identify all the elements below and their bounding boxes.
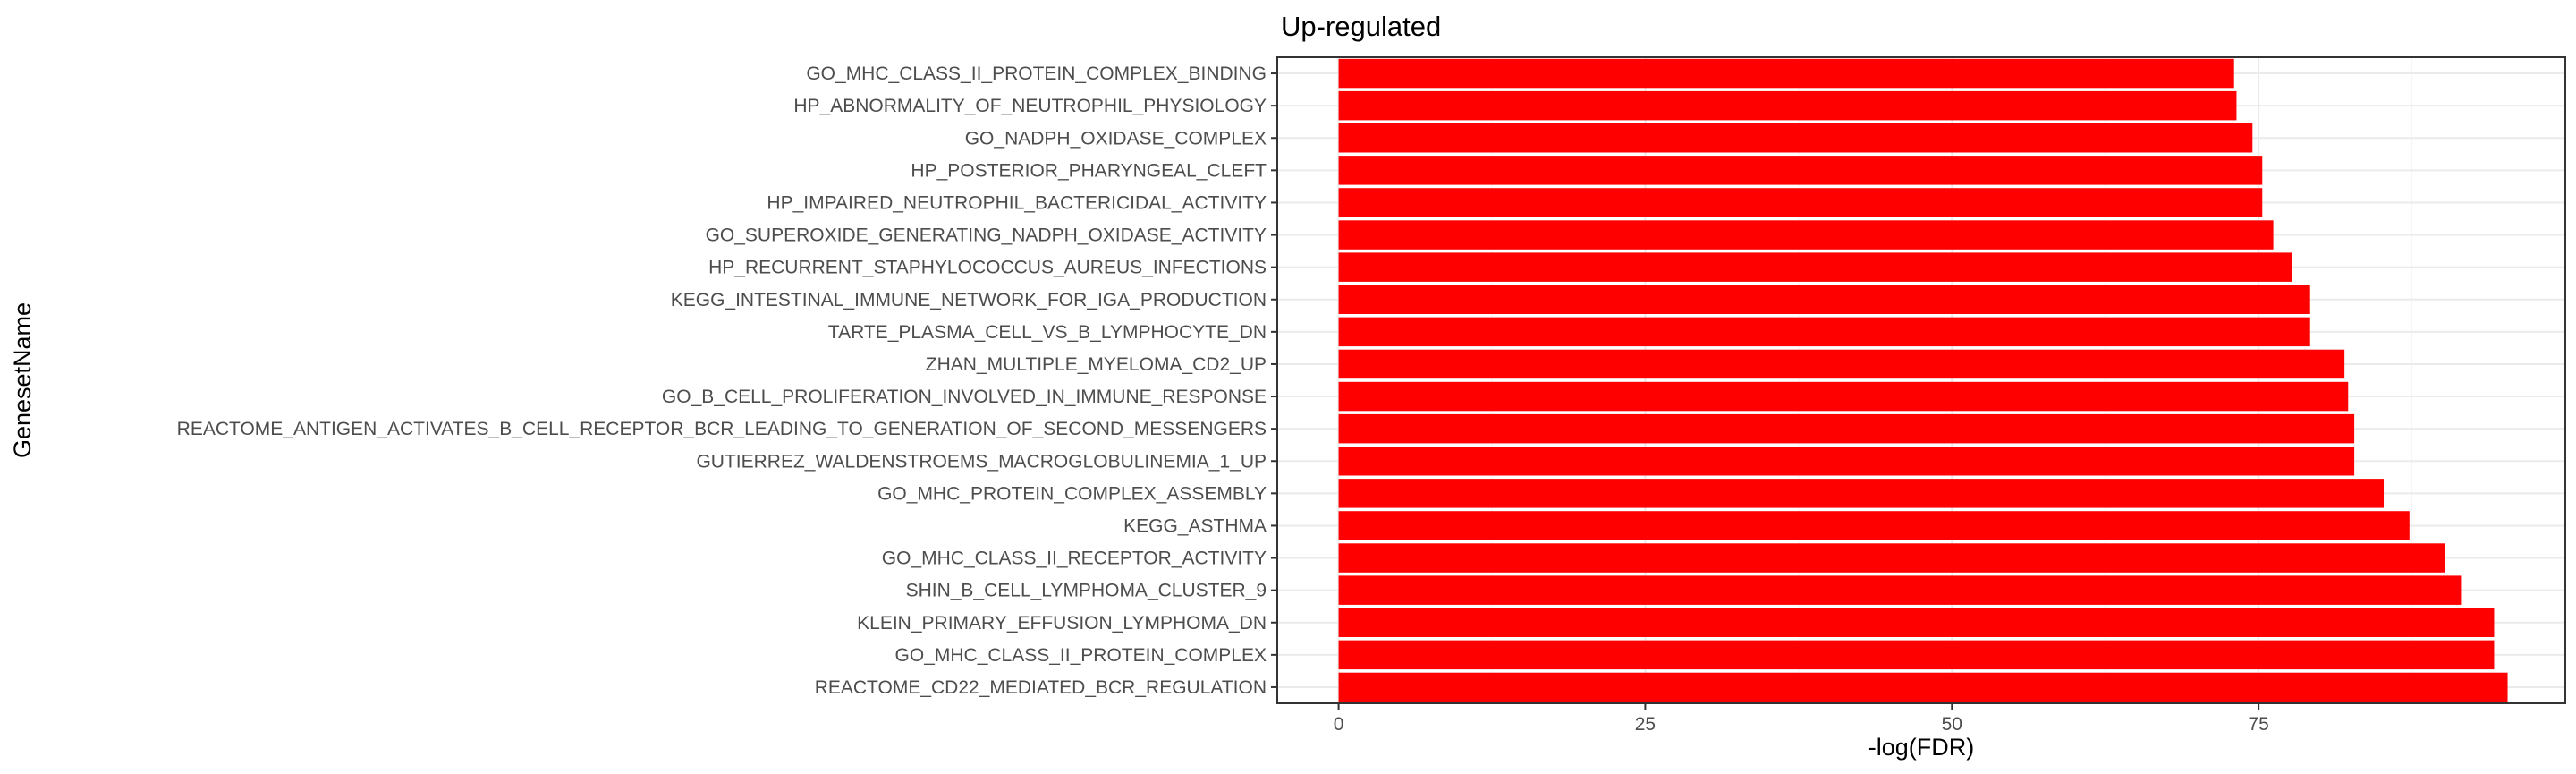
panel-border	[1276, 56, 2566, 704]
bar	[1338, 608, 2495, 637]
bar	[1338, 123, 2253, 153]
category-label: ZHAN_MULTIPLE_MYELOMA_CD2_UP	[926, 354, 1267, 375]
category-labels: GO_MHC_CLASS_II_PROTEIN_COMPLEX_BINDING H…	[177, 64, 1277, 698]
bar	[1338, 285, 2310, 314]
category-label: REACTOME_ANTIGEN_ACTIVATES_B_CELL_RECEPT…	[177, 419, 1267, 439]
grid-lines	[1277, 57, 2565, 703]
category-label: REACTOME_CD22_MEDIATED_BCR_REGULATION	[815, 677, 1267, 698]
category-label: SHIN_B_CELL_LYMPHOMA_CLUSTER_9	[906, 581, 1267, 601]
category-label: HP_ABNORMALITY_OF_NEUTROPHIL_PHYSIOLOGY	[793, 96, 1267, 116]
category-label: GO_MHC_CLASS_II_RECEPTOR_ACTIVITY	[882, 549, 1267, 569]
bar	[1338, 511, 2410, 540]
bars	[1338, 58, 2508, 702]
x-axis-ticks: 0 25 50 75	[1334, 703, 2269, 735]
bar	[1338, 90, 2237, 121]
bar	[1338, 479, 2385, 508]
category-label: KLEIN_PRIMARY_EFFUSION_LYMPHOMA_DN	[857, 613, 1267, 634]
category-label: GO_SUPEROXIDE_GENERATING_NADPH_OXIDASE_A…	[706, 225, 1267, 246]
category-label: HP_POSTERIOR_PHARYNGEAL_CLEFT	[911, 160, 1267, 181]
bar	[1338, 188, 2263, 217]
bar	[1338, 381, 2349, 412]
category-label: GO_B_CELL_PROLIFERATION_INVOLVED_IN_IMMU…	[662, 387, 1267, 407]
category-label: GO_MHC_CLASS_II_PROTEIN_COMPLEX_BINDING	[806, 64, 1267, 84]
x-tick-label: 25	[1635, 714, 1656, 735]
category-label: GUTIERREZ_WALDENSTROEMS_MACROGLOBULINEMI…	[696, 451, 1267, 472]
bar	[1338, 413, 2355, 444]
x-tick-label: 50	[1942, 714, 1962, 735]
bar	[1338, 58, 2234, 89]
category-label: HP_RECURRENT_STAPHYLOCOCCUS_AUREUS_INFEC…	[708, 258, 1267, 278]
category-label: KEGG_ASTHMA	[1123, 515, 1267, 536]
x-tick-label: 75	[2248, 714, 2268, 735]
category-label: GO_NADPH_OXIDASE_COMPLEX	[965, 128, 1267, 149]
category-label: HP_IMPAIRED_NEUTROPHIL_BACTERICIDAL_ACTI…	[767, 192, 1267, 213]
bar	[1338, 349, 2345, 379]
bar	[1338, 220, 2274, 250]
bar	[1338, 575, 2462, 605]
x-axis-title: -log(FDR)	[1868, 734, 1975, 761]
category-label: GO_MHC_CLASS_II_PROTEIN_COMPLEX	[895, 645, 1267, 666]
bar	[1338, 672, 2508, 702]
category-label: KEGG_INTESTINAL_IMMUNE_NETWORK_FOR_IGA_P…	[671, 290, 1267, 310]
x-tick-label: 0	[1334, 714, 1344, 735]
bar	[1338, 447, 2355, 476]
y-axis-title: GenesetName	[9, 302, 36, 458]
category-label: GO_MHC_PROTEIN_COMPLEX_ASSEMBLY	[877, 483, 1267, 504]
bar	[1338, 252, 2292, 282]
chart-title: Up-regulated	[1281, 11, 1441, 42]
category-label: TARTE_PLASMA_CELL_VS_B_LYMPHOCYTE_DN	[828, 322, 1267, 343]
bar	[1338, 640, 2495, 670]
bar	[1338, 317, 2310, 347]
bar	[1338, 543, 2445, 573]
bar	[1338, 156, 2263, 185]
